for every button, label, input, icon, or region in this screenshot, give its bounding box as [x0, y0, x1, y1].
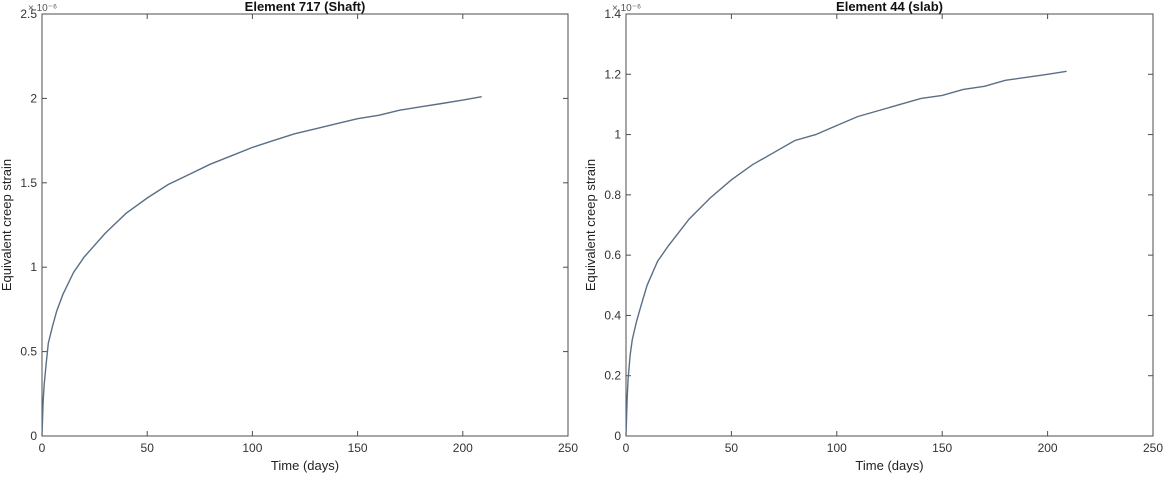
series-line-1 — [41, 96, 482, 437]
x-tick-label: 200 — [453, 441, 473, 455]
y-tick-label: 0.8 — [604, 188, 621, 202]
x-axis-label: Time (days) — [855, 458, 923, 473]
x-tick-label: 200 — [1038, 441, 1058, 455]
y-axis-label: Equivalent creep strain — [583, 159, 598, 291]
plot-area — [41, 13, 569, 437]
y-tick-label: 1.2 — [604, 67, 621, 81]
y-tick-label: 0 — [614, 429, 621, 443]
x-tick-label: 0 — [39, 441, 46, 455]
y-tick-label: 0.4 — [604, 308, 621, 322]
y-tick-label: 0.2 — [604, 369, 621, 383]
chart-2: 0 50 100 150 200 250 0 0.2 0.4 0.6 0.8 1 1.2 1.4× 10⁻… — [583, 0, 1163, 473]
y-multiplier: × 10⁻⁶ — [612, 3, 641, 14]
y-tick-label: 1 — [614, 128, 621, 142]
x-tick-label: 50 — [141, 441, 155, 455]
y-tick-label: 1.5 — [20, 176, 37, 190]
x-tick-label: 150 — [348, 441, 368, 455]
x-tick-label: 0 — [623, 441, 630, 455]
y-tick-label: 0.6 — [604, 248, 621, 262]
x-axis-label: Time (days) — [271, 458, 339, 473]
chart-1: 0 50 100 150 200 250 0 0.5 1 1.5 2 2.5× 10⁻⁶ Element… — [0, 0, 578, 473]
y-multiplier: × 10⁻⁶ — [28, 3, 57, 14]
chart-title: Element 44 (slab) — [836, 0, 943, 14]
chart-title: Element 717 (Shaft) — [245, 0, 366, 14]
y-tick-label: 2 — [30, 91, 37, 105]
y-tick-label: 1.4 — [604, 7, 621, 21]
y-tick-label: 0.5 — [20, 345, 37, 359]
x-tick-label: 100 — [827, 441, 847, 455]
x-tick-label: 50 — [725, 441, 739, 455]
y-axis-label: Equivalent creep strain — [0, 159, 14, 291]
plot-area — [625, 13, 1154, 437]
y-tick-label: 2.5 — [20, 7, 37, 21]
x-tick-label: 150 — [932, 441, 952, 455]
series-line-1 — [625, 70, 1067, 437]
y-tick-label: 1 — [30, 260, 37, 274]
x-tick-label: 250 — [558, 441, 578, 455]
x-tick-label: 250 — [1143, 441, 1163, 455]
y-tick-label: 0 — [30, 429, 37, 443]
x-tick-label: 100 — [242, 441, 262, 455]
